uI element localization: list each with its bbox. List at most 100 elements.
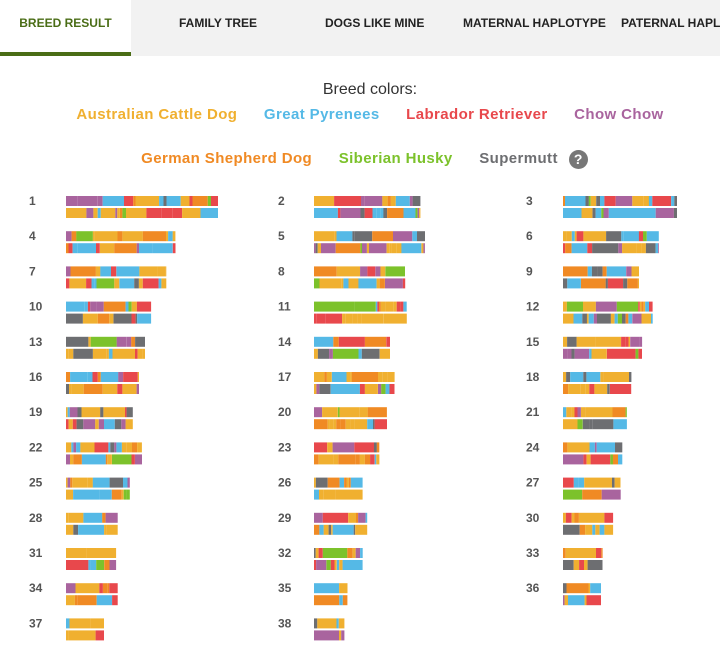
chromosome-segment (66, 196, 78, 206)
chromosome-segment (386, 336, 390, 347)
chromosome-segment (314, 336, 334, 347)
chromosome-segment (638, 231, 643, 242)
tab-family-tree[interactable]: FAMILY TREE (179, 16, 258, 30)
chromosome-segment (607, 384, 610, 394)
chromosome-segment (570, 372, 584, 382)
chromosome-segment (80, 442, 95, 453)
chromosome-segment (327, 442, 333, 453)
chromosome-segment (606, 348, 613, 359)
chromosome-label: 2 (278, 194, 285, 208)
chromosome-segment (96, 243, 100, 254)
chromosome-segment (182, 208, 201, 218)
tab-dogs-like-mine[interactable]: DOGS LIKE MINE (325, 16, 425, 30)
chromosome-segment (361, 196, 365, 206)
chromosome-segment (84, 301, 88, 312)
chromosome-segment (108, 442, 111, 453)
chromosome-segment (68, 512, 84, 523)
chromosome-segment (66, 231, 72, 242)
chromosome-segment (601, 548, 603, 558)
chromosome-segment (655, 208, 674, 218)
legend-supermutt: Supermutt? (479, 150, 599, 169)
chromosome-segment (323, 524, 329, 535)
chromosome-segment (314, 231, 335, 242)
chromosome-segment (90, 301, 97, 312)
chromosome-segment (106, 348, 109, 359)
chromosome-segment (66, 454, 70, 465)
chromosome-segment (618, 454, 623, 465)
chromosome-segment (97, 196, 103, 206)
chromosome-segment (585, 524, 593, 535)
chromosome-segment (317, 618, 337, 629)
chromosome-segment (67, 477, 71, 488)
chromosome-segment (563, 231, 567, 242)
chromosome-segment (376, 442, 380, 453)
chromosome-segment (361, 348, 380, 359)
chromosome-segment (314, 407, 318, 418)
chromosome-segment (318, 454, 334, 465)
chromosome-segment (574, 407, 578, 418)
chromosome-segment (338, 454, 356, 465)
chromosome-segment (73, 524, 79, 535)
chromosome-label: 5 (278, 229, 285, 243)
chromosome-segment (358, 512, 366, 523)
chromosome-segment (103, 407, 125, 418)
chromosome-segment (158, 278, 162, 289)
chromosome-segment (135, 313, 138, 324)
chromosome-segment (639, 301, 642, 312)
chromosome-segment (322, 407, 338, 418)
chromosome-segment (314, 243, 316, 254)
tab-paternal-haplotype[interactable]: PATERNAL HAPLOTYPE (621, 16, 720, 30)
chromosome-segment (576, 336, 596, 347)
chromosome-segment (350, 477, 363, 488)
chromosome-segment (100, 208, 116, 218)
chromosome-segment (326, 560, 331, 570)
chromosome-segment (92, 348, 107, 359)
chromosome-segment (592, 243, 619, 254)
chromosome-label: 20 (278, 405, 292, 419)
chromosome-segment (317, 243, 321, 254)
chromosome-segment (111, 489, 122, 500)
chromosome-segment (358, 348, 362, 359)
chromosome-segment (364, 336, 387, 347)
tab-maternal-haplotype[interactable]: MATERNAL HAPLOTYPE (463, 16, 606, 30)
chromosome-segment (112, 348, 117, 359)
chromosome-segment (602, 266, 607, 277)
chromosome-segment (111, 266, 117, 277)
chromosome-segment (603, 372, 629, 382)
question-circle-icon[interactable]: ? (568, 150, 588, 169)
chromosome-segment (355, 548, 361, 558)
chromosome-segment (601, 489, 621, 500)
chromosome-segment (587, 560, 603, 570)
chromosome-segment (136, 301, 152, 312)
tab-breed-result[interactable]: BREED RESULT (0, 0, 131, 56)
chromosome-segment (582, 419, 590, 430)
chromosome-segment (610, 313, 615, 324)
chromosome-segment (625, 243, 637, 254)
chromosome-segment (390, 196, 396, 206)
chromosome-segment (66, 419, 69, 430)
chromosome-segment (99, 243, 115, 254)
chromosome-segment (74, 595, 78, 606)
chromosome-segment (102, 384, 118, 394)
chromosome-segment (625, 313, 629, 324)
chromosome-segment (565, 548, 592, 558)
chromosome-segment (366, 243, 369, 254)
chromosome-segment (612, 348, 636, 359)
chromosome-segment (400, 301, 404, 312)
chromosome-segment (92, 231, 95, 242)
chromosome-segment (671, 196, 675, 206)
chromosome-segment (76, 231, 93, 242)
chromosome-segment (94, 231, 118, 242)
chromosome-segment (393, 301, 397, 312)
chromosome-label: 3 (526, 194, 533, 208)
chromosome-segment (623, 278, 628, 289)
chromosome-segment (571, 231, 575, 242)
chromosome-segment (77, 407, 82, 418)
chromosome-segment (315, 548, 319, 558)
chromosome-segment (66, 384, 69, 394)
chromosome-segment (385, 278, 387, 289)
chromosome-segment (348, 477, 351, 488)
legend-great-pyrenees: Great Pyrenees (263, 106, 380, 123)
chromosome-segment (582, 489, 588, 500)
chromosome-segment (389, 384, 395, 394)
